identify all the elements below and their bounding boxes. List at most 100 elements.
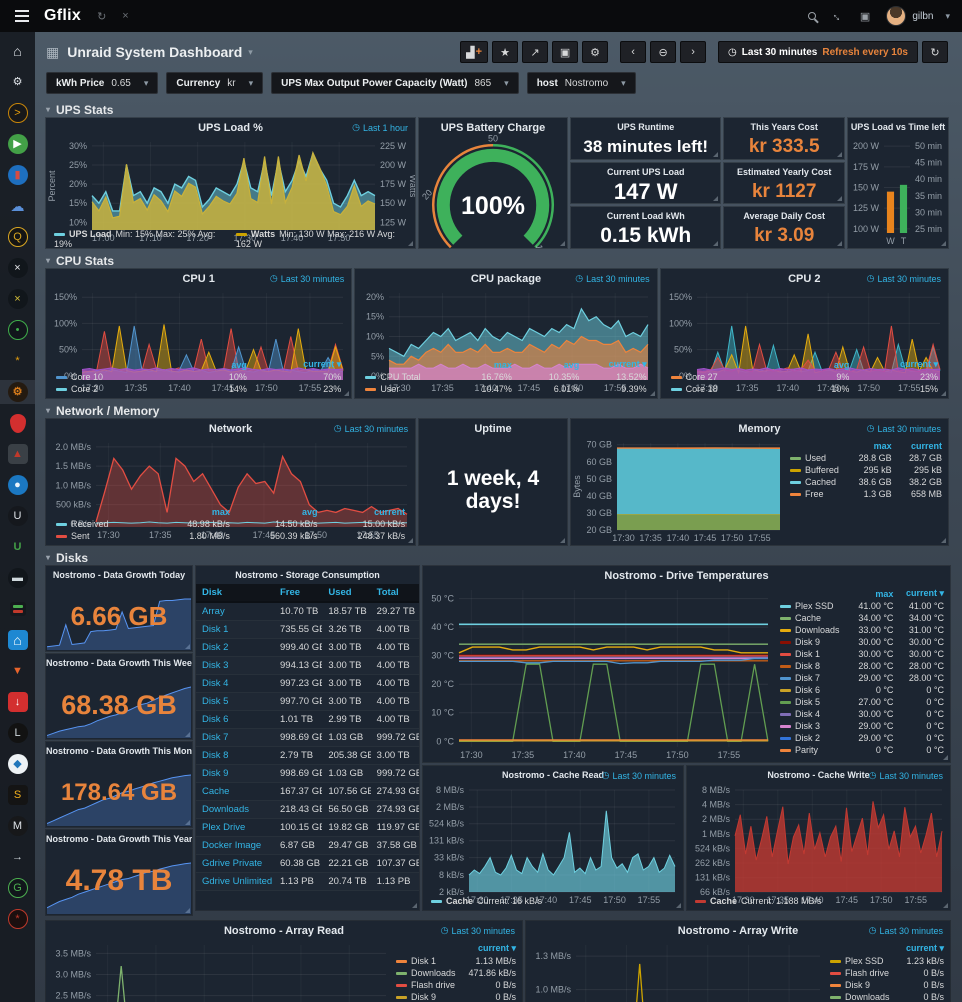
panel-title[interactable]: Nostromo - Drive Temperatures [604, 570, 769, 582]
app-heimdall-icon[interactable]: ⌂ [0, 628, 35, 652]
panel-title[interactable]: Current UPS Load [606, 166, 685, 177]
app-ubiquiti-icon[interactable]: U [0, 504, 35, 528]
panel-title[interactable]: UPS Battery Charge [440, 122, 546, 134]
legend-item[interactable]: Downloads 0 B/s [828, 991, 946, 1002]
panel-title[interactable]: Nostromo - Data Growth Today [52, 570, 186, 580]
memory-chart[interactable]: 20 GB 30 GB 40 GB 50 GB 60 GB 70 GB 17:30 17:35… [571, 436, 788, 545]
panel-title[interactable]: UPS Load % [198, 122, 263, 134]
legend-item[interactable]: Disk 3 29.00 °C 0 °C [778, 720, 946, 732]
search-icon[interactable] [807, 12, 816, 20]
time-range-badge[interactable]: ◷ Last 30 minutes [868, 925, 943, 936]
app-red-wheel-icon[interactable]: * [0, 907, 35, 931]
legend-item[interactable]: Flash drive 0 B/s [828, 967, 946, 979]
variable-currency[interactable]: Currency kr ▾ [166, 72, 264, 94]
legend-sort-column[interactable]: avg [833, 359, 850, 370]
app-shield-icon[interactable] [0, 411, 35, 435]
panel-title[interactable]: Network [208, 423, 253, 435]
ups-load-chart[interactable]: 10% 15% 20% 25% 30% 125 W 150 W 175 W 200 W 225 W… [46, 135, 418, 243]
legend-item[interactable]: Watts Min: 130 W Max: 216 W Avg: 162 W [235, 228, 395, 249]
disk-link[interactable]: Docker Image [196, 836, 274, 855]
legend-sort-column[interactable]: avg [301, 507, 318, 517]
array-write-chart[interactable]: 300 kB/s700 kB/s1.0 MB/s1.3 MB/s17:3017:… [526, 938, 828, 1002]
app-github-icon[interactable]: G [0, 876, 35, 900]
panel-title[interactable]: Estimated Yearly Cost [737, 166, 832, 177]
add-panel-button[interactable]: ▟ + [460, 41, 489, 63]
legend-item[interactable]: Disk 9 30.00 °C 30.00 °C [778, 636, 946, 648]
kiosk-close-icon[interactable]: × [122, 10, 129, 22]
panel-title[interactable]: Uptime [474, 423, 512, 435]
disk-link[interactable]: Disk 6 [196, 710, 274, 729]
legend-item[interactable]: Disk 2 29.00 °C 0 °C [778, 732, 946, 744]
legend-item[interactable]: Parity 0 °C 0 °C [778, 744, 946, 756]
panel-title[interactable]: Nostromo - Data Growth This Week [46, 658, 192, 668]
menu-toggle-button[interactable] [12, 6, 32, 26]
legend-item[interactable]: Disk 4 30.00 °C 0 °C [778, 708, 946, 720]
panel-title[interactable]: Current Load kWh [606, 211, 685, 222]
app-eye-icon[interactable]: ● [0, 473, 35, 497]
legend-item[interactable]: Disk 5 27.00 °C 0 °C [778, 696, 946, 708]
time-range-badge[interactable]: ◷ Last 30 minutes [601, 770, 676, 781]
app-cloud-icon[interactable]: ☁ [0, 194, 35, 218]
legend-item[interactable]: Downloads 33.00 °C 31.00 °C [778, 624, 946, 636]
legend-item[interactable]: Disk 7 29.00 °C 28.00 °C [778, 672, 946, 684]
panel-title[interactable]: Nostromo - Array Read [223, 925, 344, 937]
kiosk-refresh-icon[interactable]: ↻ [97, 10, 107, 23]
sign-out-icon[interactable]: → [0, 845, 35, 869]
variable-host[interactable]: host Nostromo ▾ [526, 72, 636, 94]
app-bars-icon[interactable] [0, 597, 35, 621]
disk-link[interactable]: Disk 1 [196, 620, 274, 639]
time-back-button[interactable]: ‹ [620, 41, 647, 63]
legend-sort-column[interactable]: max [211, 507, 230, 517]
app-saucer-icon[interactable]: ▬ [0, 566, 35, 590]
disk-link[interactable]: Disk 3 [196, 656, 274, 675]
user-menu[interactable]: gilbn ▾ [886, 6, 950, 26]
panel-title[interactable]: This Years Cost [750, 122, 818, 132]
section-network-memory[interactable]: ▾ Network / Memory [35, 402, 962, 419]
time-range-badge[interactable]: ◷ Last 30 minutes [269, 273, 345, 284]
legend-item[interactable]: Core 18 10% 15% [669, 383, 940, 395]
legend-sort-column[interactable]: avg [231, 359, 247, 370]
legend-item[interactable]: Cache Current: 1.188 MB/s [695, 896, 822, 906]
app-play-icon[interactable]: ▶ [0, 132, 35, 156]
panel-title[interactable]: CPU package [470, 273, 542, 285]
legend-sort-column[interactable]: current ▾ [303, 359, 342, 369]
dashboard-title-caret[interactable]: ▾ [248, 46, 253, 57]
panel-title[interactable]: Nostromo - Array Write [677, 925, 799, 937]
time-range-badge[interactable]: ◷ Last 30 minutes [575, 273, 650, 284]
section-disks[interactable]: ▾ Disks [35, 549, 962, 566]
section-ups-stats[interactable]: ▾ UPS Stats [35, 101, 962, 118]
zoom-out-button[interactable]: ⊖ [650, 41, 677, 63]
star-button[interactable]: ★ [492, 41, 519, 63]
legend-item[interactable]: Received 48.98 kB/s 14.50 kB/s 15.00 kB/s [54, 518, 407, 530]
settings-gear-icon[interactable]: ⚙ [0, 70, 35, 94]
cpu1-chart[interactable]: 0% 50% 100% 150% 17:30 17:35 17:40 17:45 17:50 17… [46, 286, 351, 393]
dashboard-settings-button[interactable]: ⚙ [582, 41, 609, 63]
legend-item[interactable]: Cached 38.6 GB 38.2 GB [788, 476, 944, 488]
panel-title[interactable]: Nostromo - Data Growth This Month [46, 746, 192, 756]
disk-link[interactable]: Plex Drive [196, 818, 274, 837]
disk-link[interactable]: Downloads [196, 800, 274, 819]
disk-link[interactable]: Gdrive Unlimited [196, 872, 274, 891]
legend-sort-column[interactable]: current ▾ [899, 359, 938, 369]
legend-item[interactable]: Core 27 9% 23% [669, 371, 940, 383]
time-range-badge[interactable]: ◷ Last 30 minutes [866, 423, 941, 434]
app-gitlab-icon[interactable]: ▼ [0, 659, 35, 683]
legend-sort-column[interactable]: max [873, 441, 892, 451]
dashboard-title[interactable]: Unraid System Dashboard [67, 44, 243, 60]
legend-item[interactable]: Flash drive 0 B/s [394, 979, 518, 991]
legend-item[interactable]: Core 10 10% 70% [54, 371, 343, 383]
column-header[interactable]: Disk [196, 584, 274, 603]
legend-sort-column[interactable]: avg [563, 359, 580, 370]
variable-kwh-price[interactable]: kWh Price 0.65 ▾ [46, 72, 159, 94]
app-x-yellow-icon[interactable]: × [0, 287, 35, 311]
legend-sort-column[interactable]: max [493, 359, 512, 370]
column-header[interactable]: Free [274, 584, 323, 603]
time-range-badge[interactable]: ◷ Last 30 minutes [868, 770, 943, 781]
time-range-badge[interactable]: ◷ Last 1 hour [352, 122, 408, 133]
cpu-package-chart[interactable]: 0% 5% 10% 15% 20% 17:30 17:35 17:40 17:45 17:50 17… [355, 286, 656, 393]
legend-item[interactable]: Disk 1 1.13 MB/s [394, 955, 518, 967]
disk-link[interactable]: Disk 4 [196, 674, 274, 693]
fullscreen-icon[interactable]: ↔ [828, 6, 848, 26]
